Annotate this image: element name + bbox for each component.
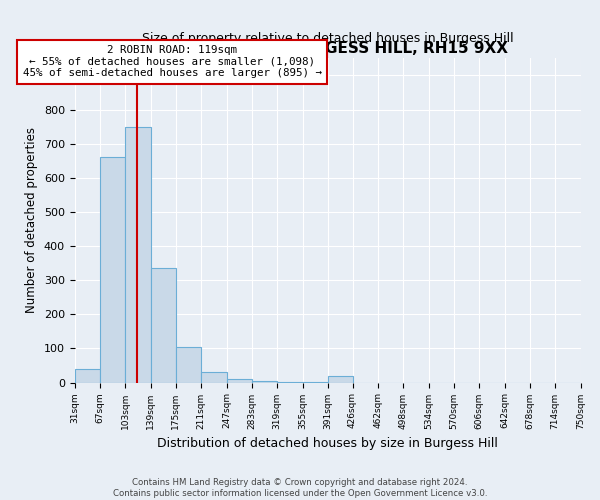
Bar: [252, 381, 277, 382]
Title: 2, ROBIN ROAD, BURGESS HILL, RH15 9XX: 2, ROBIN ROAD, BURGESS HILL, RH15 9XX: [148, 41, 508, 56]
Bar: [227, 379, 252, 382]
Text: 2 ROBIN ROAD: 119sqm
← 55% of detached houses are smaller (1,098)
45% of semi-de: 2 ROBIN ROAD: 119sqm ← 55% of detached h…: [23, 45, 322, 78]
Text: Size of property relative to detached houses in Burgess Hill: Size of property relative to detached ho…: [142, 32, 514, 46]
Bar: [176, 346, 201, 382]
Bar: [74, 369, 100, 382]
X-axis label: Distribution of detached houses by size in Burgess Hill: Distribution of detached houses by size …: [157, 437, 498, 450]
Bar: [201, 372, 227, 382]
Bar: [151, 268, 176, 382]
Bar: [100, 158, 125, 382]
Text: Contains HM Land Registry data © Crown copyright and database right 2024.
Contai: Contains HM Land Registry data © Crown c…: [113, 478, 487, 498]
Bar: [125, 126, 151, 382]
Bar: [328, 376, 353, 382]
Y-axis label: Number of detached properties: Number of detached properties: [25, 128, 38, 314]
